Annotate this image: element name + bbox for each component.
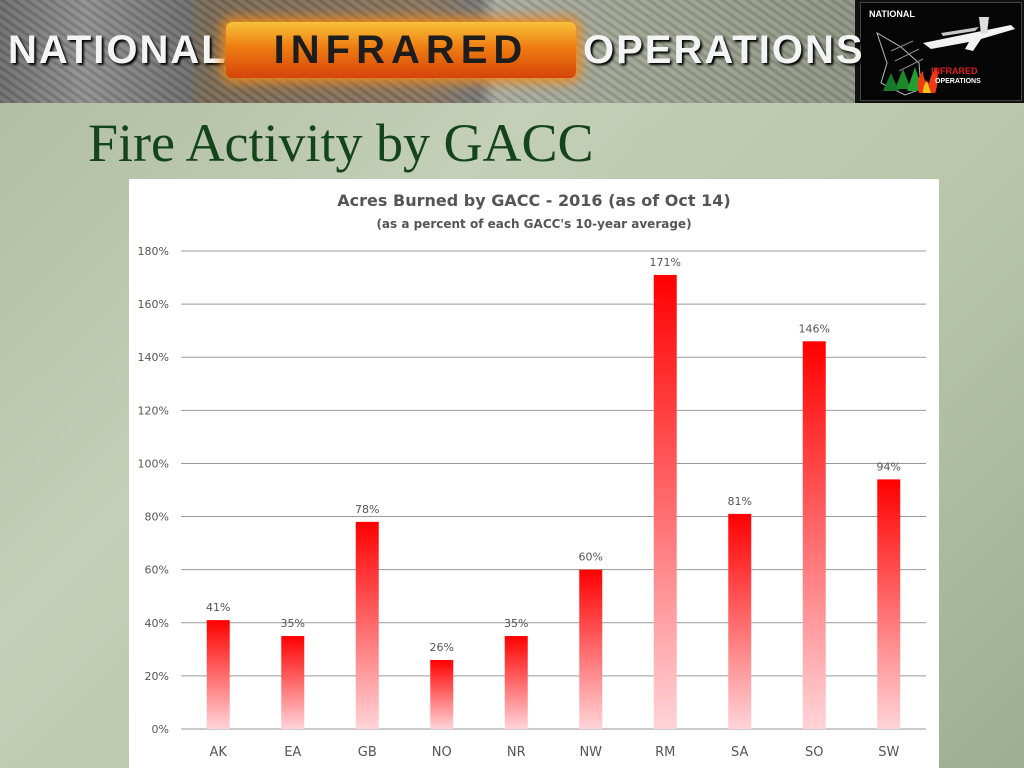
logo-graphic (876, 17, 1015, 96)
bar-nw (579, 569, 603, 729)
data-label: 35% (504, 617, 528, 630)
y-tick-label: 40% (145, 617, 169, 630)
chart-panel: 0% 20% 40% 60% 80% 100% 120% 140% 160% 180% 41% 35… (129, 179, 939, 768)
bar-chart: 0% 20% 40% 60% 80% 100% 120% 140% 160% 180% 41% 35… (138, 245, 926, 760)
header-banner: NATIONAL INFRARED OPERATIONS NATIONAL (0, 0, 1024, 103)
airplane-icon (923, 17, 1015, 51)
bar-sw (877, 479, 901, 729)
x-category-label: SO (805, 745, 823, 760)
y-tick-label: 80% (145, 511, 169, 524)
bar-ak (206, 620, 230, 729)
bar-ea (281, 636, 305, 729)
x-category-label: SW (878, 745, 899, 760)
data-label: 60% (579, 551, 603, 564)
bar-so (802, 341, 826, 729)
bar-nr (504, 636, 528, 729)
x-category-label: GB (358, 745, 377, 760)
x-category-label: NO (432, 745, 452, 760)
chart-title: Acres Burned by GACC - 2016 (as of Oct 1… (337, 191, 731, 210)
x-category-label: NW (579, 745, 602, 760)
slide-title: Fire Activity by GACC (88, 113, 594, 173)
nio-logo: NATIONAL INF (860, 2, 1022, 101)
data-label: 94% (877, 460, 901, 473)
data-label: 171% (650, 256, 681, 269)
x-category-label: EA (284, 745, 301, 760)
x-category-label: NR (507, 745, 526, 760)
data-label: 35% (281, 617, 305, 630)
banner-word-operations: OPERATIONS (583, 28, 865, 72)
y-tick-label: 60% (145, 564, 169, 577)
bars (206, 274, 901, 729)
banner-word-national: NATIONAL (8, 28, 228, 72)
y-axis-ticks: 0% 20% 40% 60% 80% 100% 120% 140% 160% 180% (138, 245, 169, 736)
y-tick-label: 20% (145, 670, 169, 683)
trees-icon (883, 67, 923, 91)
bar-no (430, 659, 454, 729)
logo-text-operations: OPERATIONS (935, 78, 981, 85)
gridlines (181, 250, 926, 730)
fire-icon (917, 67, 938, 93)
data-label: 41% (206, 601, 230, 614)
x-category-label: SA (731, 745, 748, 760)
y-tick-label: 160% (138, 298, 169, 311)
chart-subtitle: (as a percent of each GACC's 10-year ave… (376, 217, 692, 231)
data-label: 26% (430, 641, 454, 654)
data-label: 146% (799, 322, 830, 335)
data-label: 81% (728, 495, 752, 508)
map-outline-icon (876, 31, 924, 96)
y-tick-label: 120% (138, 404, 169, 417)
banner-word-infrared: INFRARED (226, 22, 576, 78)
x-category-label: RM (655, 745, 675, 760)
y-tick-label: 100% (138, 457, 169, 470)
data-labels: 41% 35% 78% 26% 35% 60% 171% 81% 146% 94% (206, 256, 901, 654)
bar-sa (728, 513, 752, 729)
x-axis-categories: AK EA GB NO NR NW RM SA SO SW (210, 745, 900, 760)
logo-text-national: NATIONAL (869, 9, 915, 19)
y-tick-label: 140% (138, 351, 169, 364)
data-label: 78% (355, 503, 379, 516)
bar-gb (355, 521, 379, 729)
y-tick-label: 180% (138, 245, 169, 258)
y-tick-label: 0% (152, 723, 169, 736)
logo-text-infrared: INFRARED (931, 66, 978, 76)
x-category-label: AK (210, 745, 228, 760)
bar-rm (653, 274, 677, 729)
